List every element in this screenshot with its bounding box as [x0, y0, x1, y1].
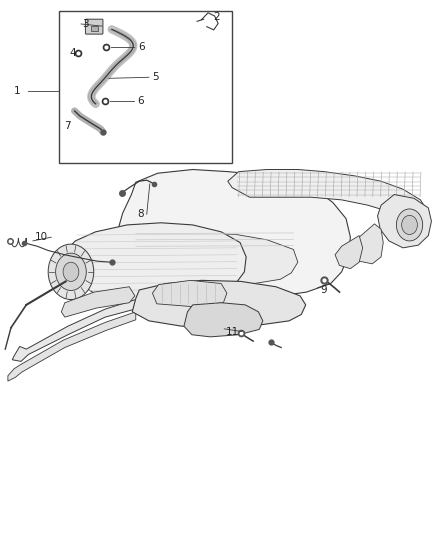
Polygon shape: [152, 280, 227, 306]
Polygon shape: [117, 169, 350, 297]
Polygon shape: [132, 280, 306, 327]
Polygon shape: [127, 233, 298, 286]
Polygon shape: [184, 303, 263, 337]
Text: 7: 7: [64, 122, 71, 131]
Polygon shape: [12, 300, 136, 361]
Polygon shape: [8, 312, 136, 381]
Text: 1: 1: [14, 86, 21, 95]
Text: 9: 9: [321, 286, 328, 295]
Circle shape: [56, 253, 86, 290]
Circle shape: [48, 244, 94, 300]
Text: 8: 8: [137, 209, 144, 219]
Polygon shape: [378, 195, 431, 248]
Text: 6: 6: [138, 42, 145, 52]
Polygon shape: [61, 287, 135, 317]
Polygon shape: [354, 224, 383, 264]
Circle shape: [402, 215, 417, 235]
Text: 11: 11: [226, 327, 239, 336]
Polygon shape: [65, 223, 246, 305]
Circle shape: [396, 209, 423, 241]
Bar: [59, 11, 232, 163]
Text: 2: 2: [213, 12, 220, 22]
Bar: [91, 26, 98, 31]
Text: 4: 4: [69, 49, 76, 58]
Text: 10: 10: [35, 232, 48, 242]
FancyBboxPatch shape: [85, 19, 103, 34]
Text: 6: 6: [138, 96, 145, 106]
Text: 3: 3: [82, 19, 89, 29]
Text: 5: 5: [152, 72, 159, 82]
Circle shape: [63, 262, 79, 281]
Polygon shape: [228, 169, 427, 220]
Polygon shape: [335, 236, 363, 269]
